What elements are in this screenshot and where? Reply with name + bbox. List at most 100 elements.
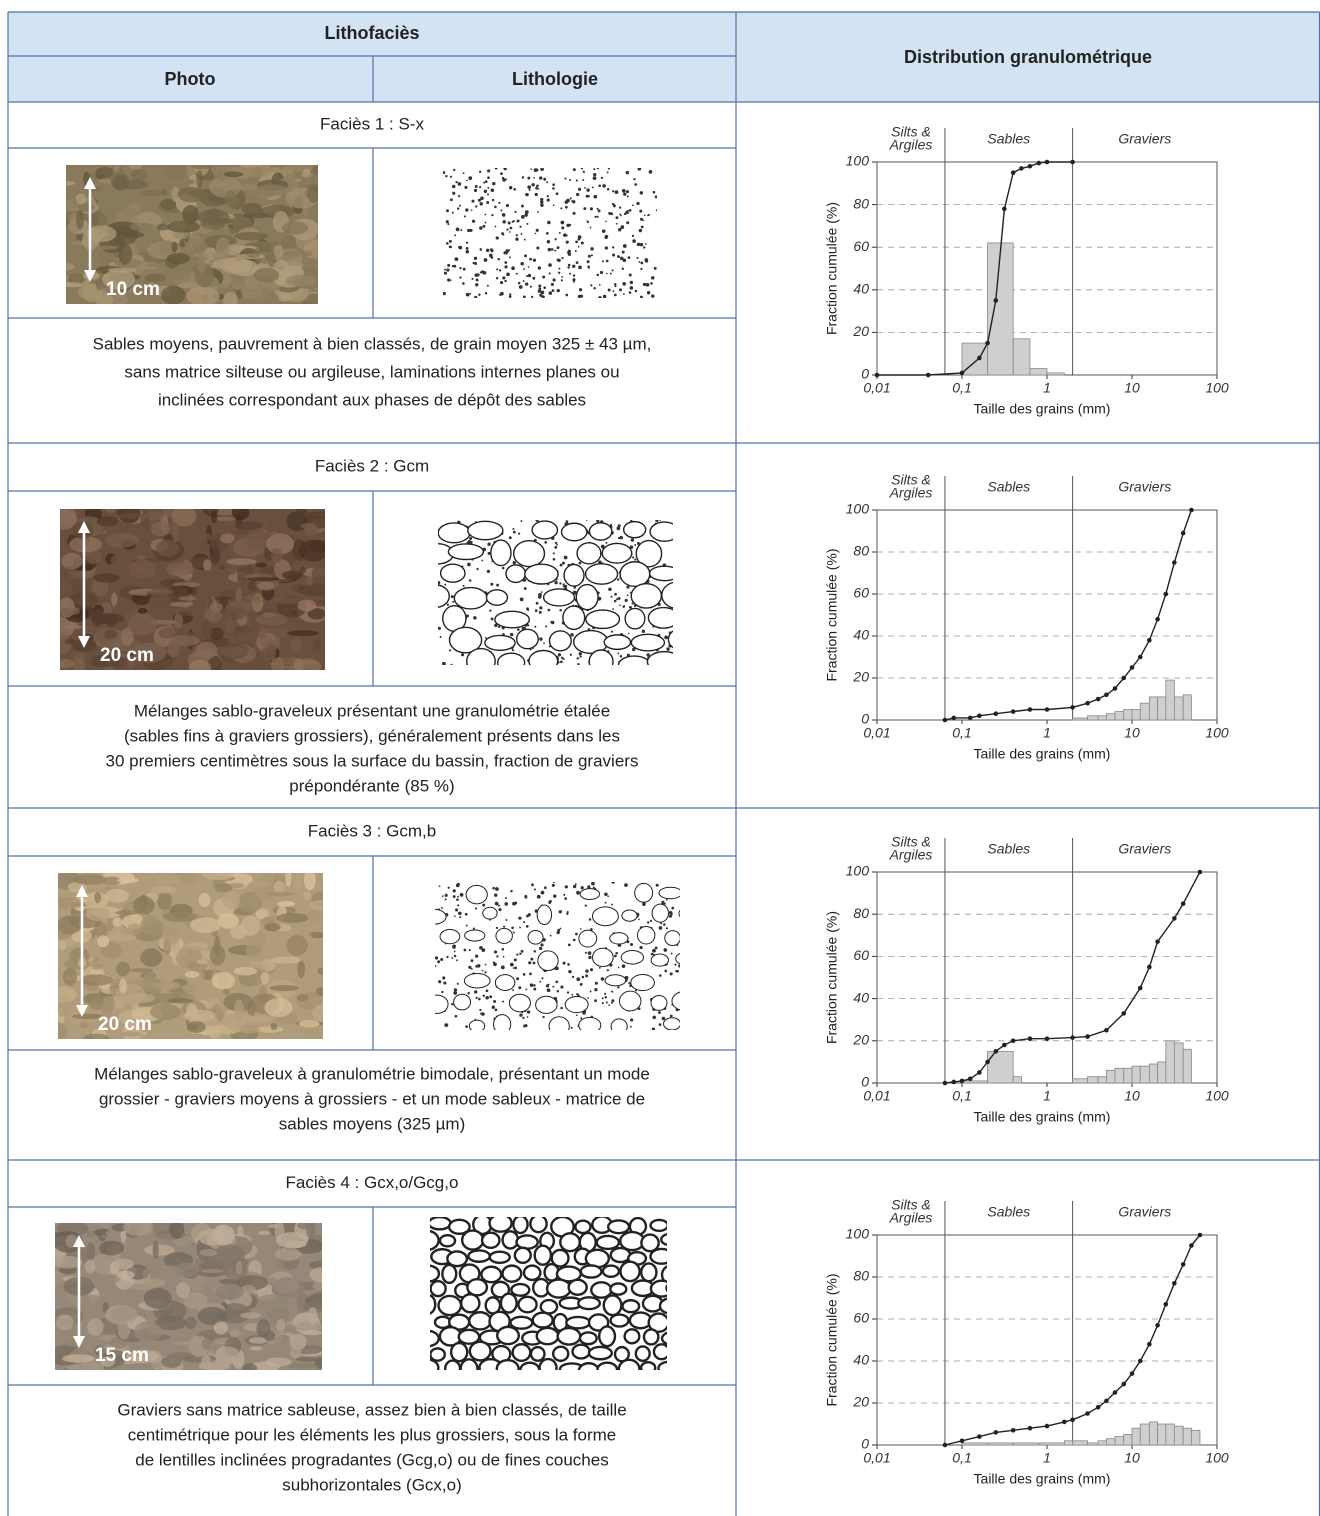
histogram-bar: [1073, 718, 1088, 720]
lith-dot: [502, 213, 506, 217]
histogram-bar: [1039, 1443, 1065, 1445]
lith-dot: [633, 178, 635, 180]
lith-dot: [447, 278, 450, 281]
lith-dot: [527, 1010, 530, 1013]
photo-texture: [129, 968, 153, 972]
lith-dot: [458, 182, 462, 186]
lith-dot: [528, 274, 531, 277]
lith-dot: [613, 204, 616, 207]
photo-texture: [273, 1335, 292, 1354]
lith-dot: [516, 273, 518, 275]
lith-dot: [593, 173, 596, 176]
lith-dot: [577, 657, 579, 659]
photo-texture: [242, 1016, 273, 1022]
lith-clast: [528, 931, 543, 945]
lith-dot: [450, 198, 453, 201]
description-line: Graviers sans matrice sableuse, assez bi…: [117, 1400, 626, 1419]
lith-dot: [632, 556, 634, 558]
lith-dot: [458, 246, 462, 250]
lith-dot: [536, 602, 539, 605]
lith-dot: [544, 886, 547, 889]
lith-dot: [565, 886, 567, 888]
lith-dot: [463, 268, 466, 271]
lith-clast: [589, 650, 613, 673]
lith-dot: [605, 236, 608, 239]
lith-clast: [442, 1265, 456, 1283]
lith-dot: [547, 195, 549, 197]
lith-clast: [537, 1328, 559, 1344]
zone-label: Sables: [987, 479, 1030, 495]
y-axis-label: Fraction cumulée (%): [824, 202, 840, 335]
x-tick-label: 1: [1043, 1088, 1051, 1104]
lith-dot: [539, 176, 542, 179]
lith-dot: [493, 961, 495, 963]
lith-clast: [536, 996, 557, 1013]
lith-dot: [504, 280, 506, 282]
lith-dot: [602, 997, 604, 999]
histogram-bar: [1124, 1068, 1132, 1083]
photo-texture: [236, 1260, 242, 1274]
photo-texture: [256, 563, 267, 568]
lith-dot: [626, 190, 629, 193]
photo-texture: [255, 184, 286, 196]
photo-texture: [190, 165, 212, 169]
photo-texture: [284, 1240, 306, 1248]
lith-dot: [509, 186, 512, 189]
description-line: prépondérante (85 %): [289, 776, 454, 795]
photo-texture: [140, 915, 159, 935]
lith-dot: [447, 223, 449, 225]
lith-dot: [485, 214, 487, 216]
photo-texture: [58, 941, 66, 951]
lith-dot: [484, 258, 488, 262]
histogram-bar: [1088, 1077, 1099, 1083]
lith-clast: [662, 1332, 682, 1345]
lith-dot: [590, 990, 592, 992]
lith-dot: [439, 885, 441, 887]
zone-label: Graviers: [1118, 841, 1171, 857]
lith-dot: [543, 286, 546, 289]
lith-dot: [612, 269, 614, 271]
lith-dot: [434, 965, 436, 967]
photo-texture: [298, 540, 328, 562]
lith-dot: [607, 188, 610, 191]
lith-clast: [652, 904, 668, 922]
y-tick-label: 100: [846, 501, 870, 517]
histogram-bar: [1115, 1437, 1124, 1445]
histogram-bar: [1047, 373, 1064, 375]
lith-dot: [485, 180, 488, 183]
lith-dot: [568, 970, 571, 973]
lith-dot: [560, 986, 563, 989]
lith-dot: [571, 994, 573, 996]
photo-texture: [275, 1247, 301, 1260]
lith-clast: [532, 521, 557, 539]
lith-dot: [627, 595, 629, 597]
lith-dot: [545, 625, 547, 627]
photo-texture: [102, 996, 115, 1012]
lith-dot: [573, 274, 575, 276]
photo-texture: [190, 917, 221, 933]
lith-dot: [547, 198, 550, 201]
zone-label: Sables: [987, 131, 1030, 147]
photo-texture: [195, 533, 213, 542]
photo-texture: [153, 1240, 159, 1258]
cumulative-point: [985, 1060, 990, 1065]
photo-texture: [90, 969, 102, 975]
lith-dot: [640, 296, 643, 299]
lith-dot: [535, 193, 537, 195]
lith-dot: [487, 193, 489, 195]
lith-dot: [475, 185, 478, 188]
lith-clast: [586, 610, 620, 628]
lith-dot: [631, 538, 634, 541]
lith-clast: [692, 973, 707, 992]
cumulative-point: [1070, 1035, 1075, 1040]
lith-dot: [475, 283, 478, 286]
photo-texture: [307, 183, 320, 203]
histogram-bar: [1013, 1077, 1021, 1083]
lith-dot: [580, 1017, 582, 1019]
photo-texture: [106, 508, 116, 513]
lith-dot: [617, 653, 619, 655]
lith-dot: [582, 179, 584, 181]
photo-texture: [297, 994, 309, 1001]
lith-dot: [678, 964, 681, 967]
header-lithology: Lithologie: [512, 69, 598, 89]
